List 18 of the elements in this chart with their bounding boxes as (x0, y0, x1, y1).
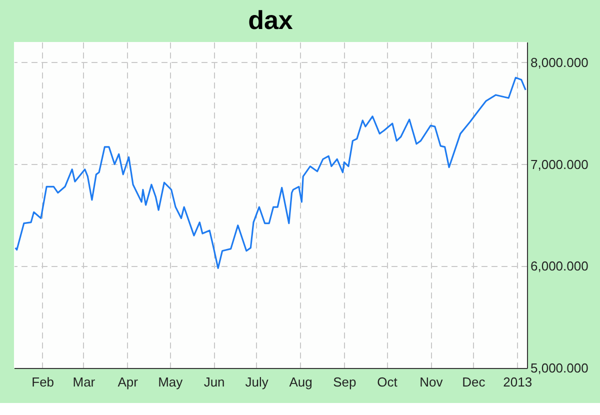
x-tick-label: 2013 (503, 374, 532, 390)
x-tick-label: Sep (333, 374, 356, 390)
y-tick-label: 5,000.000 (530, 360, 588, 376)
x-tick-label: Dec (462, 374, 486, 390)
line-series (14, 76, 526, 269)
x-tick-label: Jun (204, 374, 225, 390)
x-tick-label: July (245, 374, 269, 390)
x-tick-label: May (158, 374, 184, 390)
x-tick-label: Feb (32, 374, 54, 390)
chart-title: dax (248, 5, 294, 35)
x-tick-label: Aug (289, 374, 312, 390)
y-tick-label: 8,000.000 (530, 54, 588, 70)
y-tick-label: 6,000.000 (530, 258, 588, 274)
x-tick-label: Nov (420, 374, 444, 390)
y-tick-label: 7,000.000 (530, 156, 588, 172)
x-tick-label: Oct (377, 374, 398, 390)
x-tick-label: Mar (72, 374, 96, 390)
x-tick-label: Apr (118, 374, 139, 390)
